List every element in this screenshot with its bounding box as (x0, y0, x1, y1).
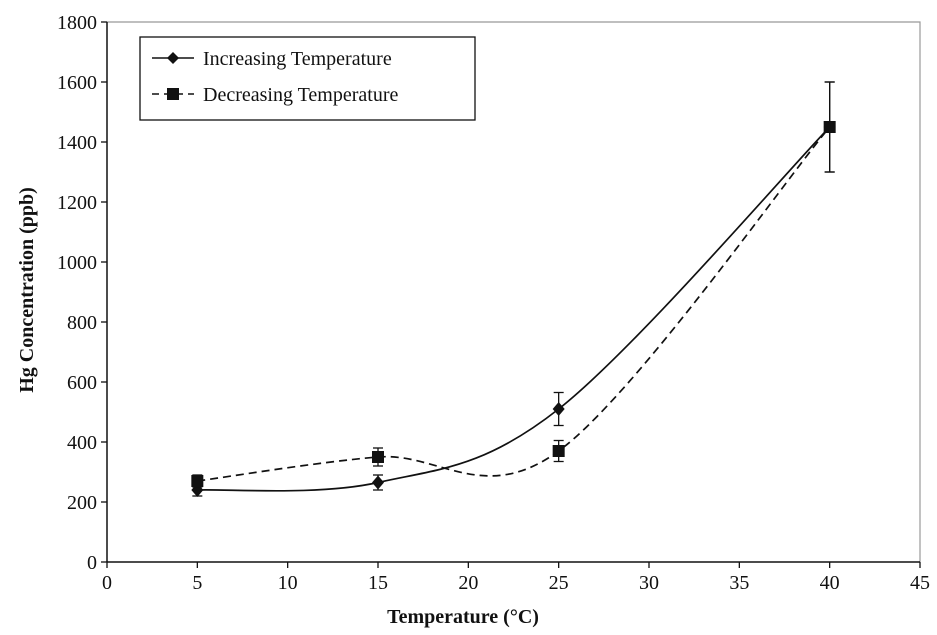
y-tick-label: 600 (67, 372, 97, 394)
y-tick-label: 1600 (57, 72, 97, 94)
legend-label-increasing: Increasing Temperature (203, 48, 392, 70)
x-axis-title: Temperature (°C) (387, 606, 539, 628)
data-point-diamond (552, 402, 565, 416)
data-point-square (823, 121, 836, 133)
y-tick-label: 1000 (57, 252, 97, 274)
data-point-square (552, 445, 565, 457)
x-tick-label: 0 (102, 572, 112, 594)
x-tick-label: 45 (910, 572, 930, 594)
y-axis-title: Hg Concentration (ppb) (16, 187, 38, 393)
y-tick-label: 0 (87, 552, 97, 574)
series-line-1 (197, 126, 831, 482)
legend-box (139, 36, 476, 121)
legend: Increasing Temperature Decreasing Temper… (139, 36, 476, 121)
x-tick-label: 5 (192, 572, 202, 594)
y-tick-label: 800 (67, 312, 97, 334)
y-tick-label: 400 (67, 432, 97, 454)
series-layer (191, 81, 836, 497)
data-point-diamond (372, 475, 384, 490)
legend-marker-square-icon (167, 88, 179, 100)
x-tick-label: 40 (820, 572, 840, 594)
x-tick-label: 35 (729, 572, 749, 594)
y-axis-ticks: 0 200 400 600 800 1000 1200 1400 1600 1800 (57, 12, 107, 574)
x-tick-label: 30 (639, 572, 659, 594)
x-tick-label: 10 (278, 572, 298, 594)
legend-marker-diamond-icon (167, 52, 179, 64)
series-line-0 (197, 126, 831, 492)
x-tick-label: 20 (458, 572, 478, 594)
data-point-square (372, 451, 384, 463)
y-tick-label: 200 (67, 492, 97, 514)
y-tick-label: 1400 (57, 132, 97, 154)
y-tick-label: 1200 (57, 192, 97, 214)
legend-label-decreasing: Decreasing Temperature (203, 84, 398, 106)
data-point-square (191, 475, 204, 487)
plot-area (106, 21, 921, 563)
x-tick-label: 15 (368, 572, 388, 594)
y-tick-label: 1800 (57, 12, 97, 34)
plot-frame (107, 21, 921, 562)
x-tick-label: 25 (549, 572, 569, 594)
x-axis-ticks: 0 5 10 15 20 25 30 35 40 45 (102, 562, 930, 594)
series-1 (191, 81, 836, 488)
